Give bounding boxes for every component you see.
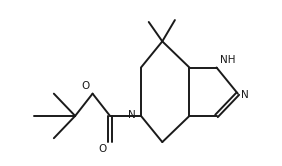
Text: O: O (99, 144, 107, 154)
Text: N: N (241, 90, 248, 100)
Text: NH: NH (221, 55, 236, 65)
Text: N: N (128, 110, 136, 120)
Text: O: O (81, 81, 90, 91)
